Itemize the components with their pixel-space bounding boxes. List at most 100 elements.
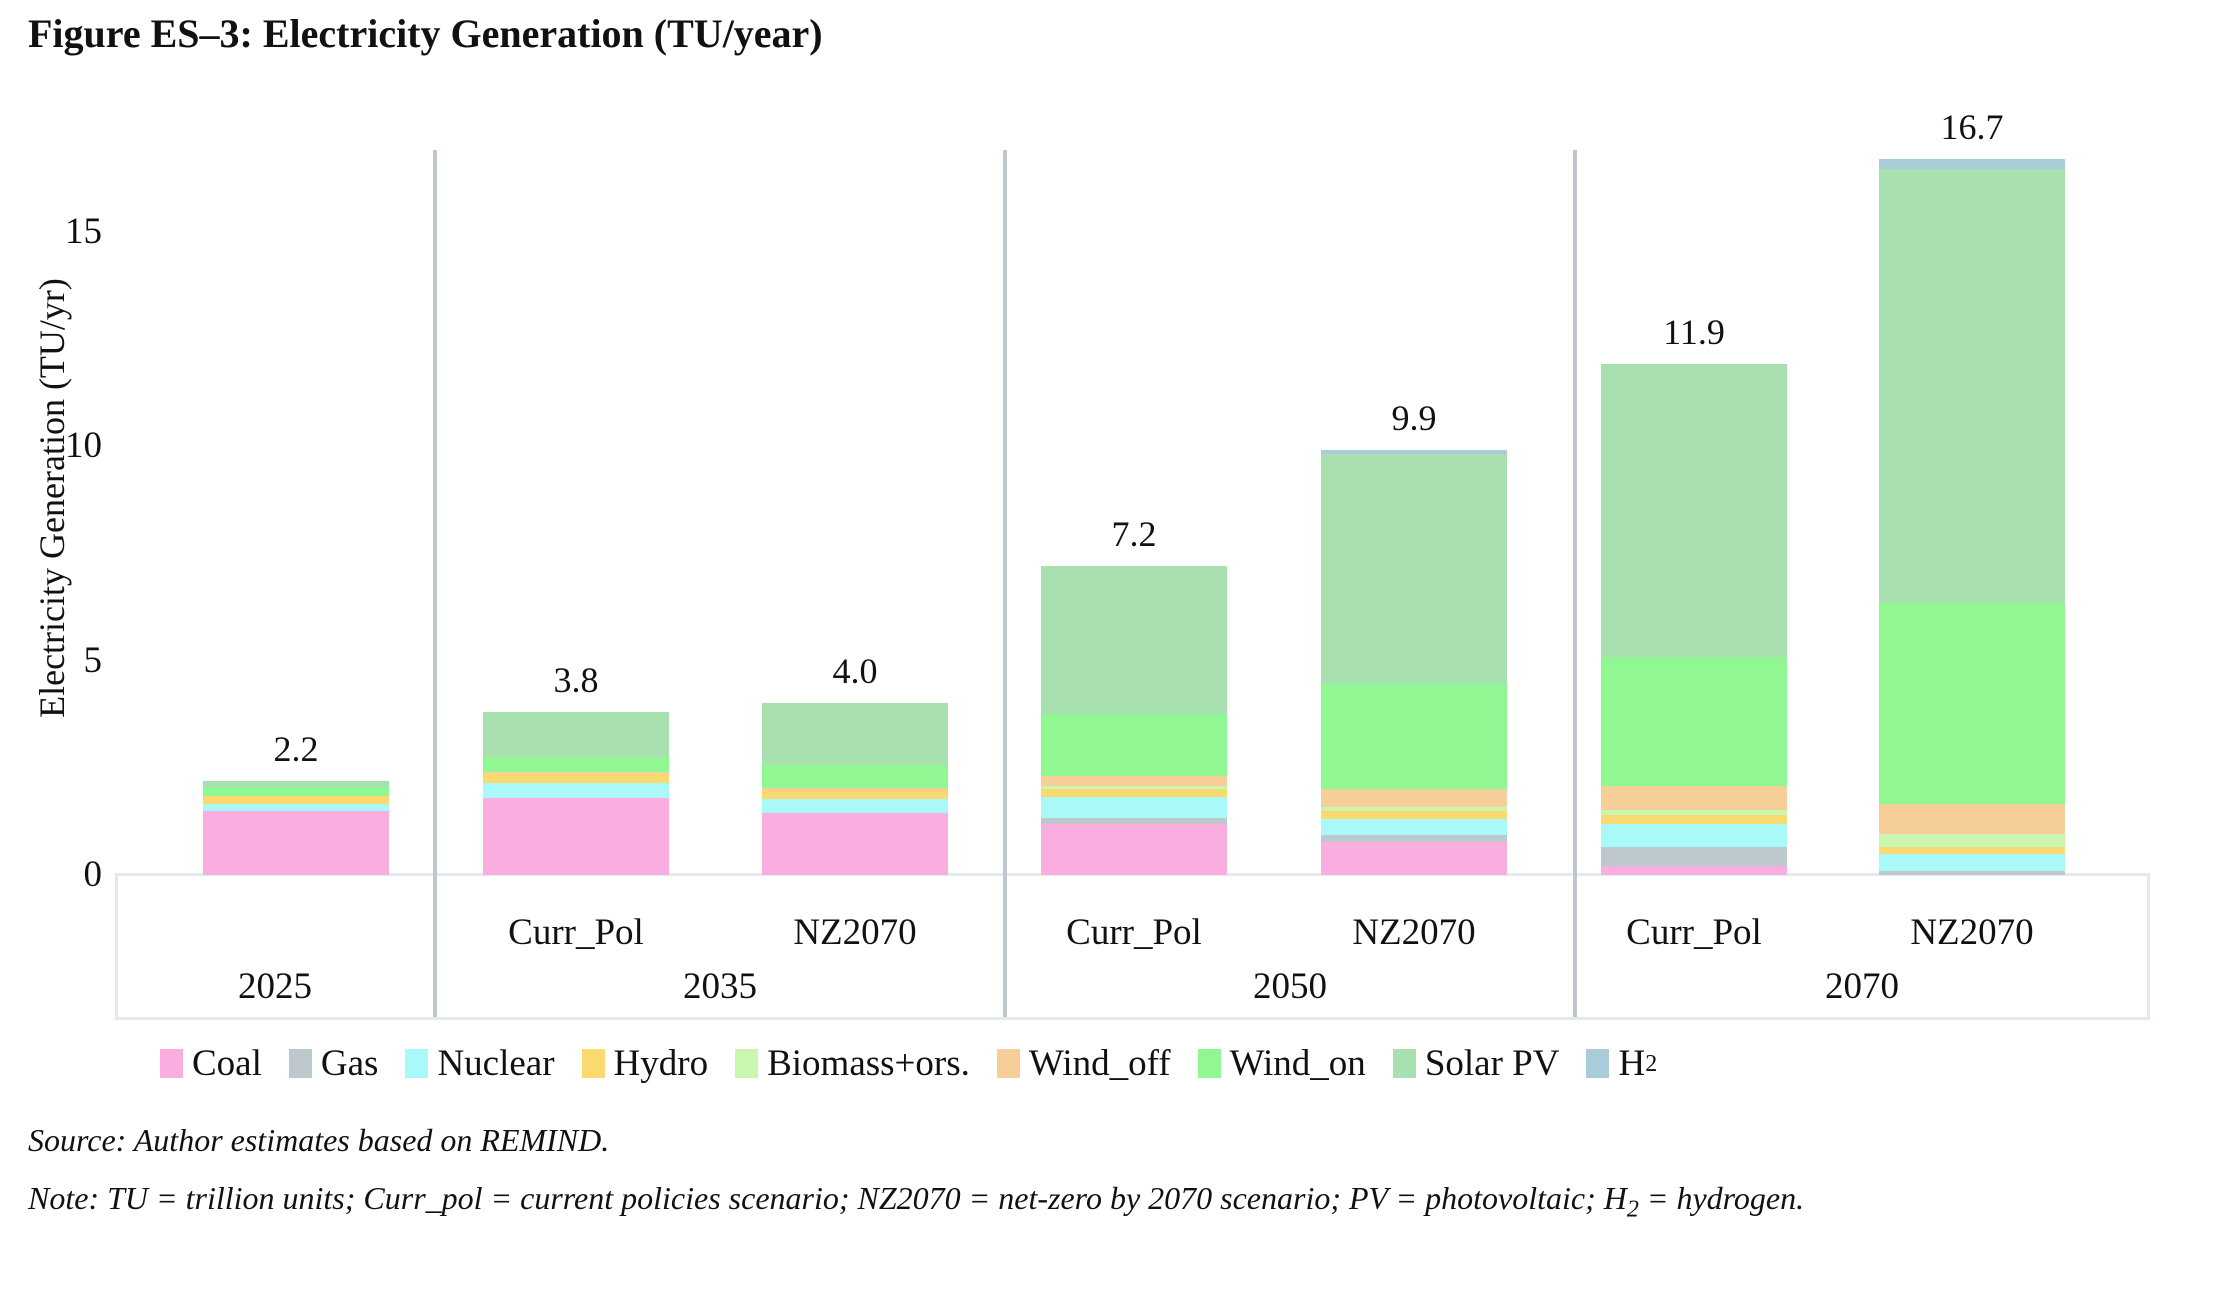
y-tick-label-0: 0 [83, 854, 103, 895]
bar-segment-wind-off [1041, 776, 1227, 787]
legend-swatch-wind-on [1197, 1049, 1221, 1078]
category-axis-box [115, 875, 2150, 1020]
bar-segment-hydro [483, 774, 669, 783]
bar-segment-gas [1041, 818, 1227, 824]
legend-item-biomass-ors: Biomass+ors. [735, 1042, 970, 1085]
legend-label: Gas [320, 1043, 379, 1084]
legend-item-solar-pv: Solar PV [1392, 1042, 1560, 1085]
bar-segment-wind-off [1601, 786, 1787, 810]
legend-swatch-solar-pv [1392, 1049, 1416, 1078]
bar-segment-biomass-ors [1879, 834, 2065, 848]
bar-segment-wind-on [483, 757, 669, 773]
legend-item-nuclear: Nuclear [405, 1042, 555, 1085]
year-label-2035: 2035 [683, 966, 757, 1007]
bar-segment-wind-off [762, 788, 948, 792]
legend-label: Hydro [613, 1043, 709, 1084]
bar-segment-wind-on [1321, 684, 1507, 790]
group-separator-0 [433, 150, 437, 1017]
bar-total-label: 7.2 [1111, 514, 1157, 555]
legend-label: Nuclear [437, 1043, 555, 1084]
bar-segment-biomass-ors [1041, 786, 1227, 789]
year-label-2070: 2070 [1825, 966, 1899, 1007]
bar-segment-nuclear [1879, 853, 2065, 871]
bar-segment-hydro [203, 795, 389, 805]
bar-segment-wind-on [1879, 602, 2065, 805]
footnote-text: = hydrogen. [1638, 1180, 1805, 1216]
legend-item-hydro: Hydro [581, 1042, 709, 1085]
bar-segment-nuclear [762, 798, 948, 813]
bar-segment-coal [483, 797, 669, 875]
bar-segment-coal [1601, 866, 1787, 875]
legend-item-wind-on: Wind_on [1197, 1042, 1366, 1085]
bar-total-label: 4.0 [832, 651, 878, 692]
bar-segment-hydro [1879, 847, 2065, 854]
bar-segment-hydro [1321, 811, 1507, 820]
legend-item-wind-off: Wind_off [996, 1042, 1171, 1085]
bar-segment-solar-pv [1041, 566, 1227, 715]
footnote: Note: TU = trillion units; Curr_pol = cu… [28, 1180, 1805, 1221]
legend-swatch-h2 [1586, 1049, 1610, 1078]
bar-total-label: 9.9 [1391, 398, 1437, 439]
scenario-label-curr-pol-3: Curr_Pol [1626, 912, 1762, 953]
scenario-label-curr-pol-2: Curr_Pol [1066, 912, 1202, 953]
y-tick-label-5: 5 [83, 639, 103, 681]
bar-segment-wind-on [203, 787, 389, 796]
scenario-label-nz2070-1: NZ2070 [793, 912, 917, 953]
bar-segment-coal [1041, 823, 1227, 875]
bar-segment-biomass-ors [1321, 807, 1507, 812]
bar-total-label: 2.2 [273, 728, 319, 769]
bar-segment-solar-pv [483, 711, 669, 757]
legend-label: Wind_on [1229, 1043, 1366, 1084]
footnote-subscript: 2 [1626, 1196, 1639, 1223]
year-label-2025: 2025 [238, 966, 312, 1007]
legend-swatch-coal [160, 1049, 183, 1078]
bar-segment-solar-pv [762, 703, 948, 765]
bar-segment-coal [1321, 841, 1507, 875]
bar-segment-gas [1321, 835, 1507, 842]
legend-label: Solar PV [1424, 1043, 1560, 1084]
bar-segment-wind-off [1879, 804, 2065, 835]
bar-segment-wind-off [1321, 789, 1507, 808]
bar-segment-solar-pv [1879, 169, 2065, 603]
bar-segment-wind-on [1041, 714, 1227, 777]
legend-swatch-wind-off [996, 1049, 1020, 1078]
legend-item-coal: Coal [160, 1042, 262, 1085]
legend-swatch-biomass-ors [735, 1049, 759, 1078]
legend-label: H [1618, 1043, 1646, 1084]
bar-segment-gas [1601, 847, 1787, 867]
chart-legend: Coal Gas Nuclear Hydro Biomass+ors. Wind_off W… [160, 1042, 1657, 1085]
figure-title: Figure ES–3: Electricity Generation (TU/… [28, 11, 823, 56]
bar-segment-solar-pv [1321, 454, 1507, 685]
bar-segment-coal [762, 812, 948, 875]
legend-item-gas: Gas [288, 1042, 379, 1085]
y-tick-label-15: 15 [65, 210, 102, 252]
bar-segment-solar-pv [1601, 364, 1787, 658]
bar-segment-nuclear [1321, 819, 1507, 836]
bar-segment-hydro [1041, 788, 1227, 797]
legend-label: Coal [192, 1043, 262, 1084]
bar-segment-solar-pv [203, 780, 389, 788]
legend-label: Biomass+ors. [767, 1043, 970, 1084]
bar-total-label: 11.9 [1663, 312, 1725, 353]
bar-segment-nuclear [1041, 796, 1227, 819]
bar-segment-biomass-ors [1601, 809, 1787, 815]
bar-segment-h2 [1879, 158, 2065, 170]
bar-segment-nuclear [483, 782, 669, 798]
bar-segment-h2 [1321, 450, 1507, 455]
bar-segment-wind-off [483, 772, 669, 775]
y-tick-label-10: 10 [65, 425, 102, 466]
year-label-2050: 2050 [1253, 966, 1327, 1007]
bar-total-label: 3.8 [553, 659, 599, 700]
source-note: Source: Author estimates based on REMIND… [28, 1122, 610, 1158]
bar-segment-coal [203, 810, 389, 875]
scenario-label-nz2070-2: NZ2070 [1352, 912, 1476, 953]
bar-segment-hydro [1601, 814, 1787, 824]
legend-swatch-nuclear [405, 1049, 429, 1078]
footnote-text: Note: TU = trillion units; Curr_pol = cu… [28, 1180, 1627, 1216]
legend-swatch-hydro [581, 1049, 605, 1078]
bar-segment-gas [1879, 870, 2065, 875]
legend-label: Wind_off [1028, 1043, 1171, 1084]
